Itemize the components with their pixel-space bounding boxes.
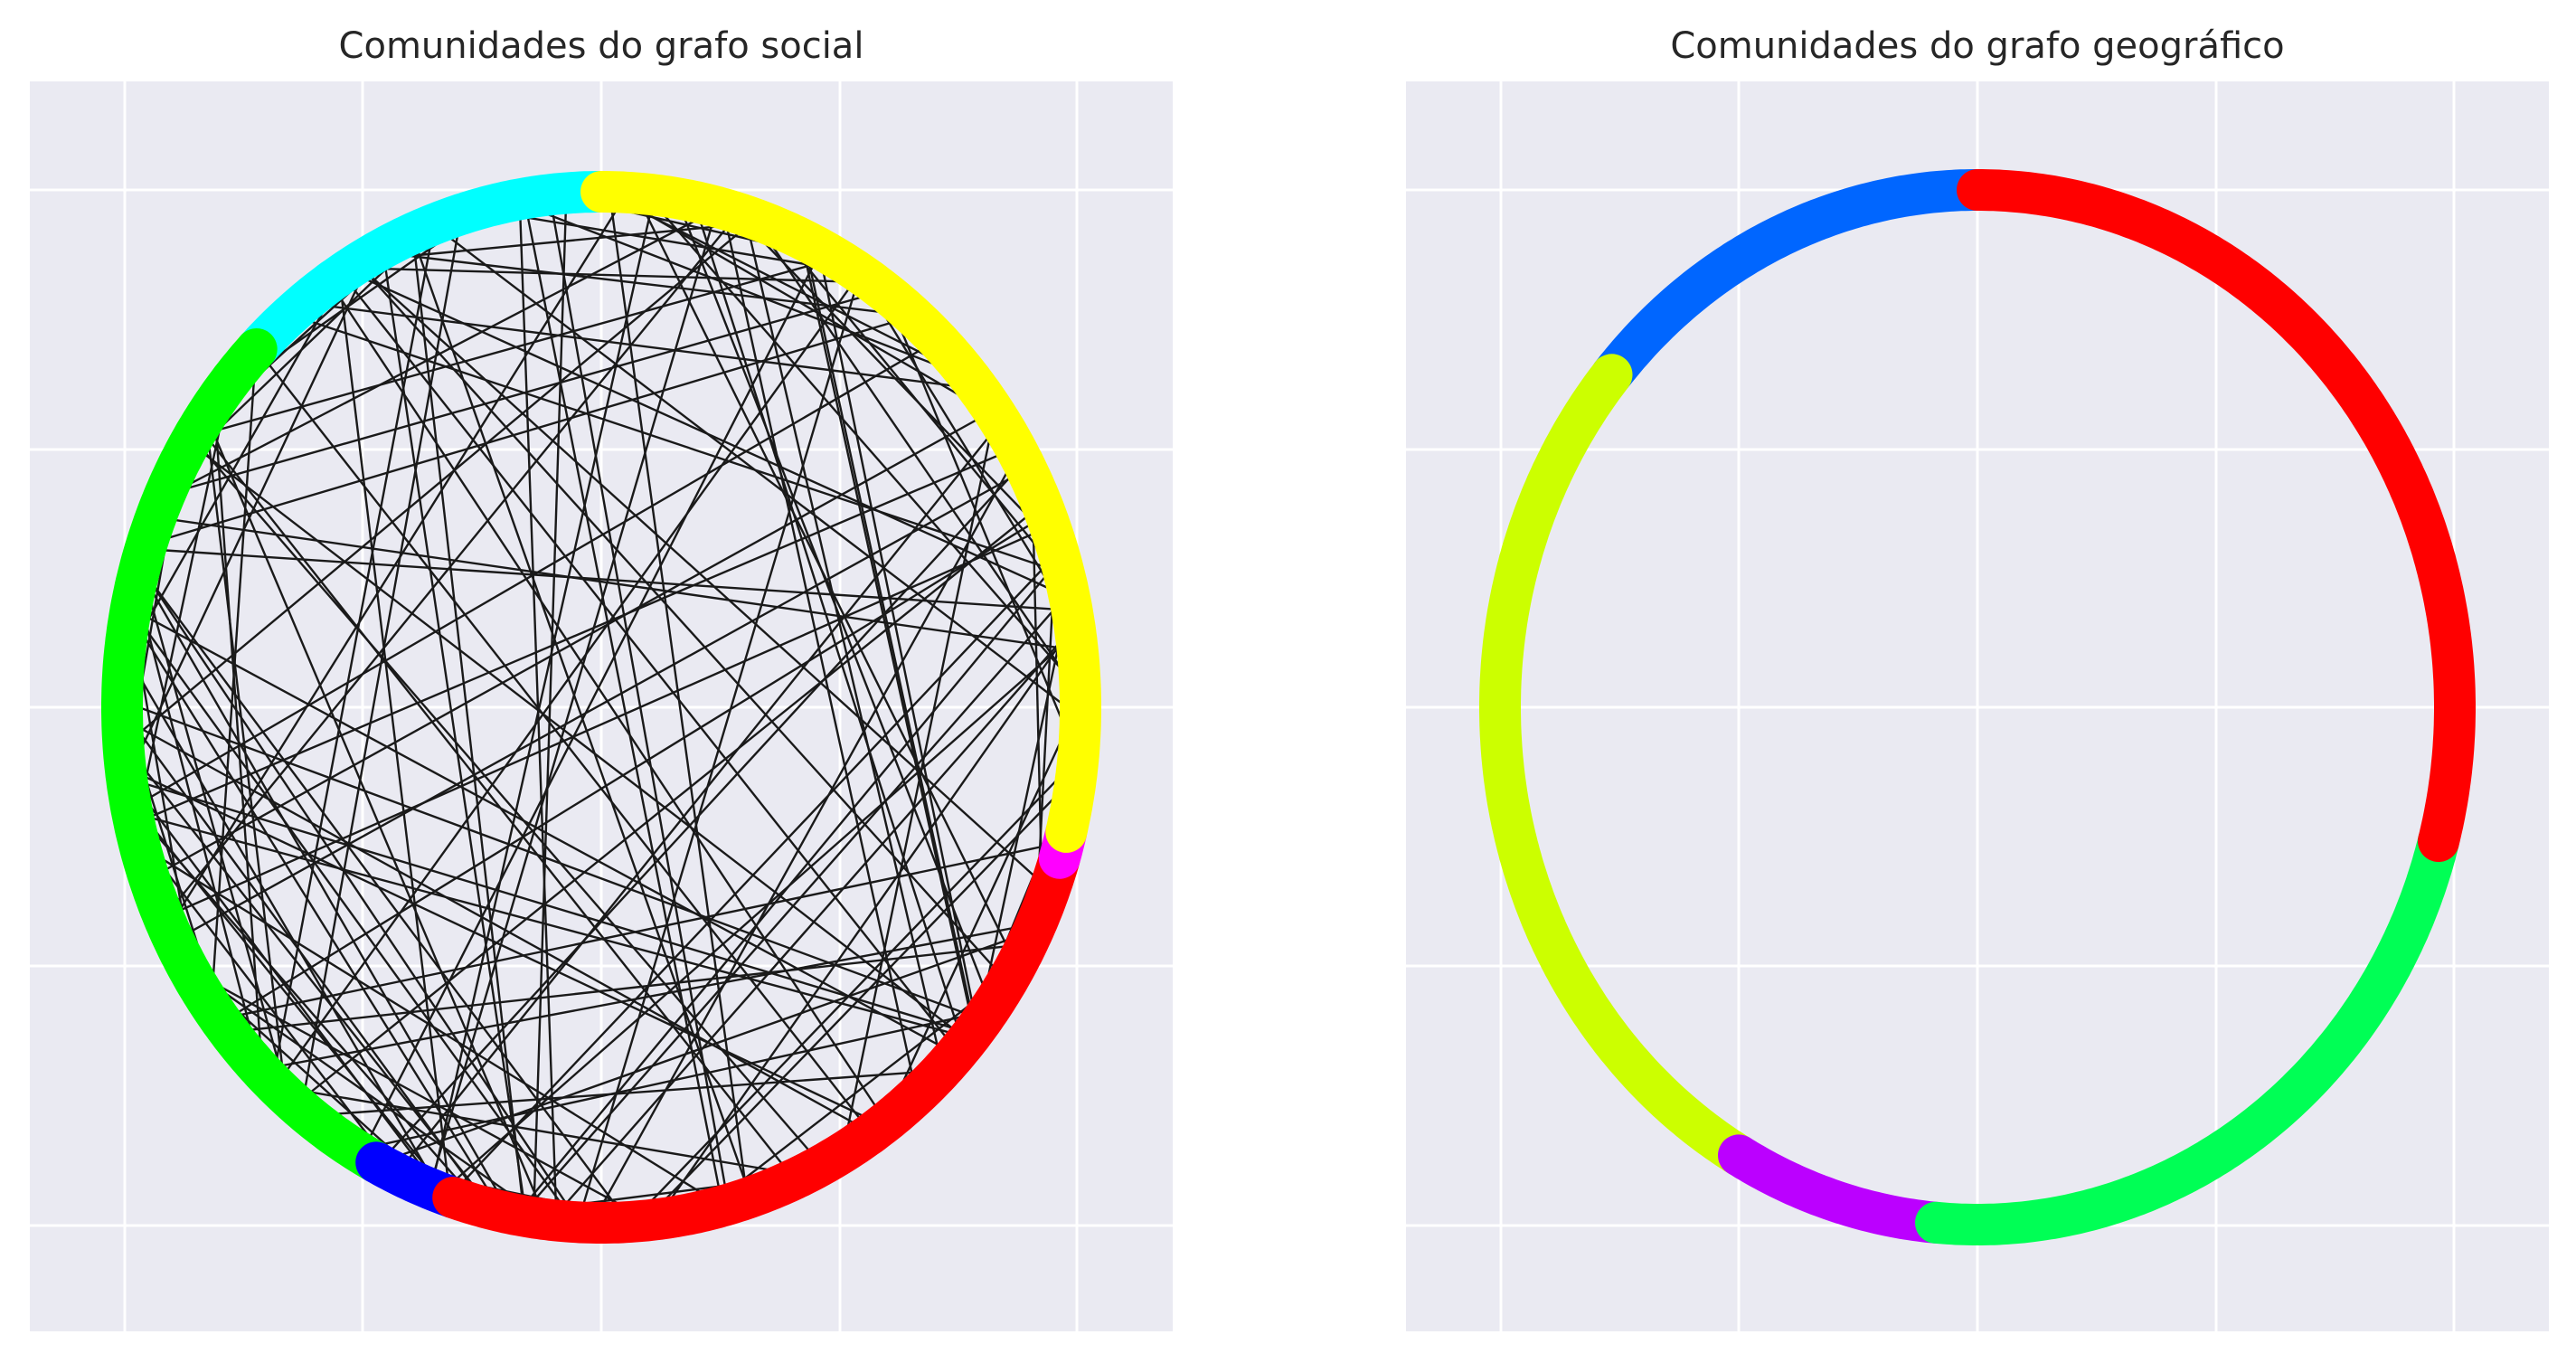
edge <box>148 409 995 880</box>
edge <box>882 698 1081 1125</box>
edge <box>512 199 971 379</box>
edge <box>693 201 965 1046</box>
edge <box>139 566 629 1223</box>
community-arc <box>432 837 1080 1244</box>
edge <box>229 942 1027 1034</box>
edge <box>377 930 1033 1165</box>
edge <box>977 595 1071 1027</box>
edge <box>477 208 860 275</box>
edge <box>131 811 970 1039</box>
edge <box>377 461 1024 1165</box>
edge <box>212 402 264 1072</box>
edge <box>817 247 978 1027</box>
edge <box>128 798 451 1197</box>
edge <box>577 272 862 1223</box>
edge <box>275 272 862 1087</box>
edge <box>126 777 973 1036</box>
edge <box>645 193 1081 692</box>
geographic-graph-panel: Comunidades do grafo geográfico <box>1406 25 2549 1331</box>
edge <box>256 348 873 1134</box>
edge <box>122 270 348 664</box>
edge <box>163 213 740 919</box>
edge <box>167 192 628 930</box>
edge <box>129 608 576 1223</box>
edge <box>772 225 1068 583</box>
edge <box>204 415 547 1220</box>
chart-title: Comunidades do grafo social <box>339 25 864 67</box>
social-graph-panel: Comunidades do grafo social <box>30 25 1173 1331</box>
edge <box>803 240 977 1030</box>
edge <box>608 191 749 1199</box>
community-arc <box>101 328 398 1184</box>
edge <box>356 262 1008 983</box>
edge <box>743 214 944 1070</box>
edge <box>198 426 796 1180</box>
edge <box>591 451 1019 1224</box>
community-arc <box>235 171 622 370</box>
edge <box>360 249 823 1155</box>
edge <box>644 774 1078 1222</box>
community-arc <box>1479 354 1760 1177</box>
edge <box>411 232 525 1216</box>
edge <box>295 503 1043 1105</box>
edge <box>382 248 528 1217</box>
community-arc <box>580 171 1101 853</box>
edge <box>328 281 887 1123</box>
edge <box>609 191 998 419</box>
edge <box>219 840 1064 1021</box>
edge <box>135 831 399 1175</box>
edge <box>145 547 1072 612</box>
community-arc <box>1718 1134 1957 1244</box>
community-arc <box>1957 169 2476 862</box>
edge <box>134 447 1016 825</box>
edge <box>163 525 1051 919</box>
edge <box>221 514 1047 1024</box>
edge <box>799 238 976 1032</box>
edge <box>128 613 503 1213</box>
edge <box>1031 481 1044 909</box>
edge <box>139 565 580 1224</box>
edge <box>439 632 1077 1194</box>
edge <box>276 1085 803 1177</box>
edge <box>520 592 1070 1216</box>
edge <box>337 275 451 1197</box>
edge <box>656 623 1075 1220</box>
edge <box>856 271 1076 626</box>
community-arc <box>1915 820 2459 1245</box>
community-nodes <box>101 171 1101 1244</box>
edge <box>156 516 1078 652</box>
edge <box>290 313 1065 574</box>
chart-title: Comunidades do grafo geográfico <box>1670 25 2284 67</box>
edge <box>121 716 873 1134</box>
edge <box>630 757 1080 1223</box>
edge <box>192 437 823 1166</box>
edge <box>124 650 442 1194</box>
edge <box>271 223 436 1083</box>
edge <box>135 583 262 1071</box>
edge <box>428 206 719 1189</box>
edge <box>429 194 656 1190</box>
edge <box>722 208 919 1096</box>
edge <box>340 273 959 1053</box>
edge <box>551 625 1076 1221</box>
edge <box>308 1069 942 1117</box>
edge <box>189 441 968 1041</box>
edge <box>122 218 757 748</box>
edge <box>139 564 289 1098</box>
community-arc <box>1590 169 1998 396</box>
edge <box>350 267 873 284</box>
community-nodes <box>1479 169 2476 1245</box>
edge <box>163 206 721 499</box>
edge <box>134 382 231 828</box>
edge <box>752 217 1081 697</box>
edge <box>125 766 883 1126</box>
edge <box>523 198 724 1207</box>
edge <box>734 211 1058 547</box>
